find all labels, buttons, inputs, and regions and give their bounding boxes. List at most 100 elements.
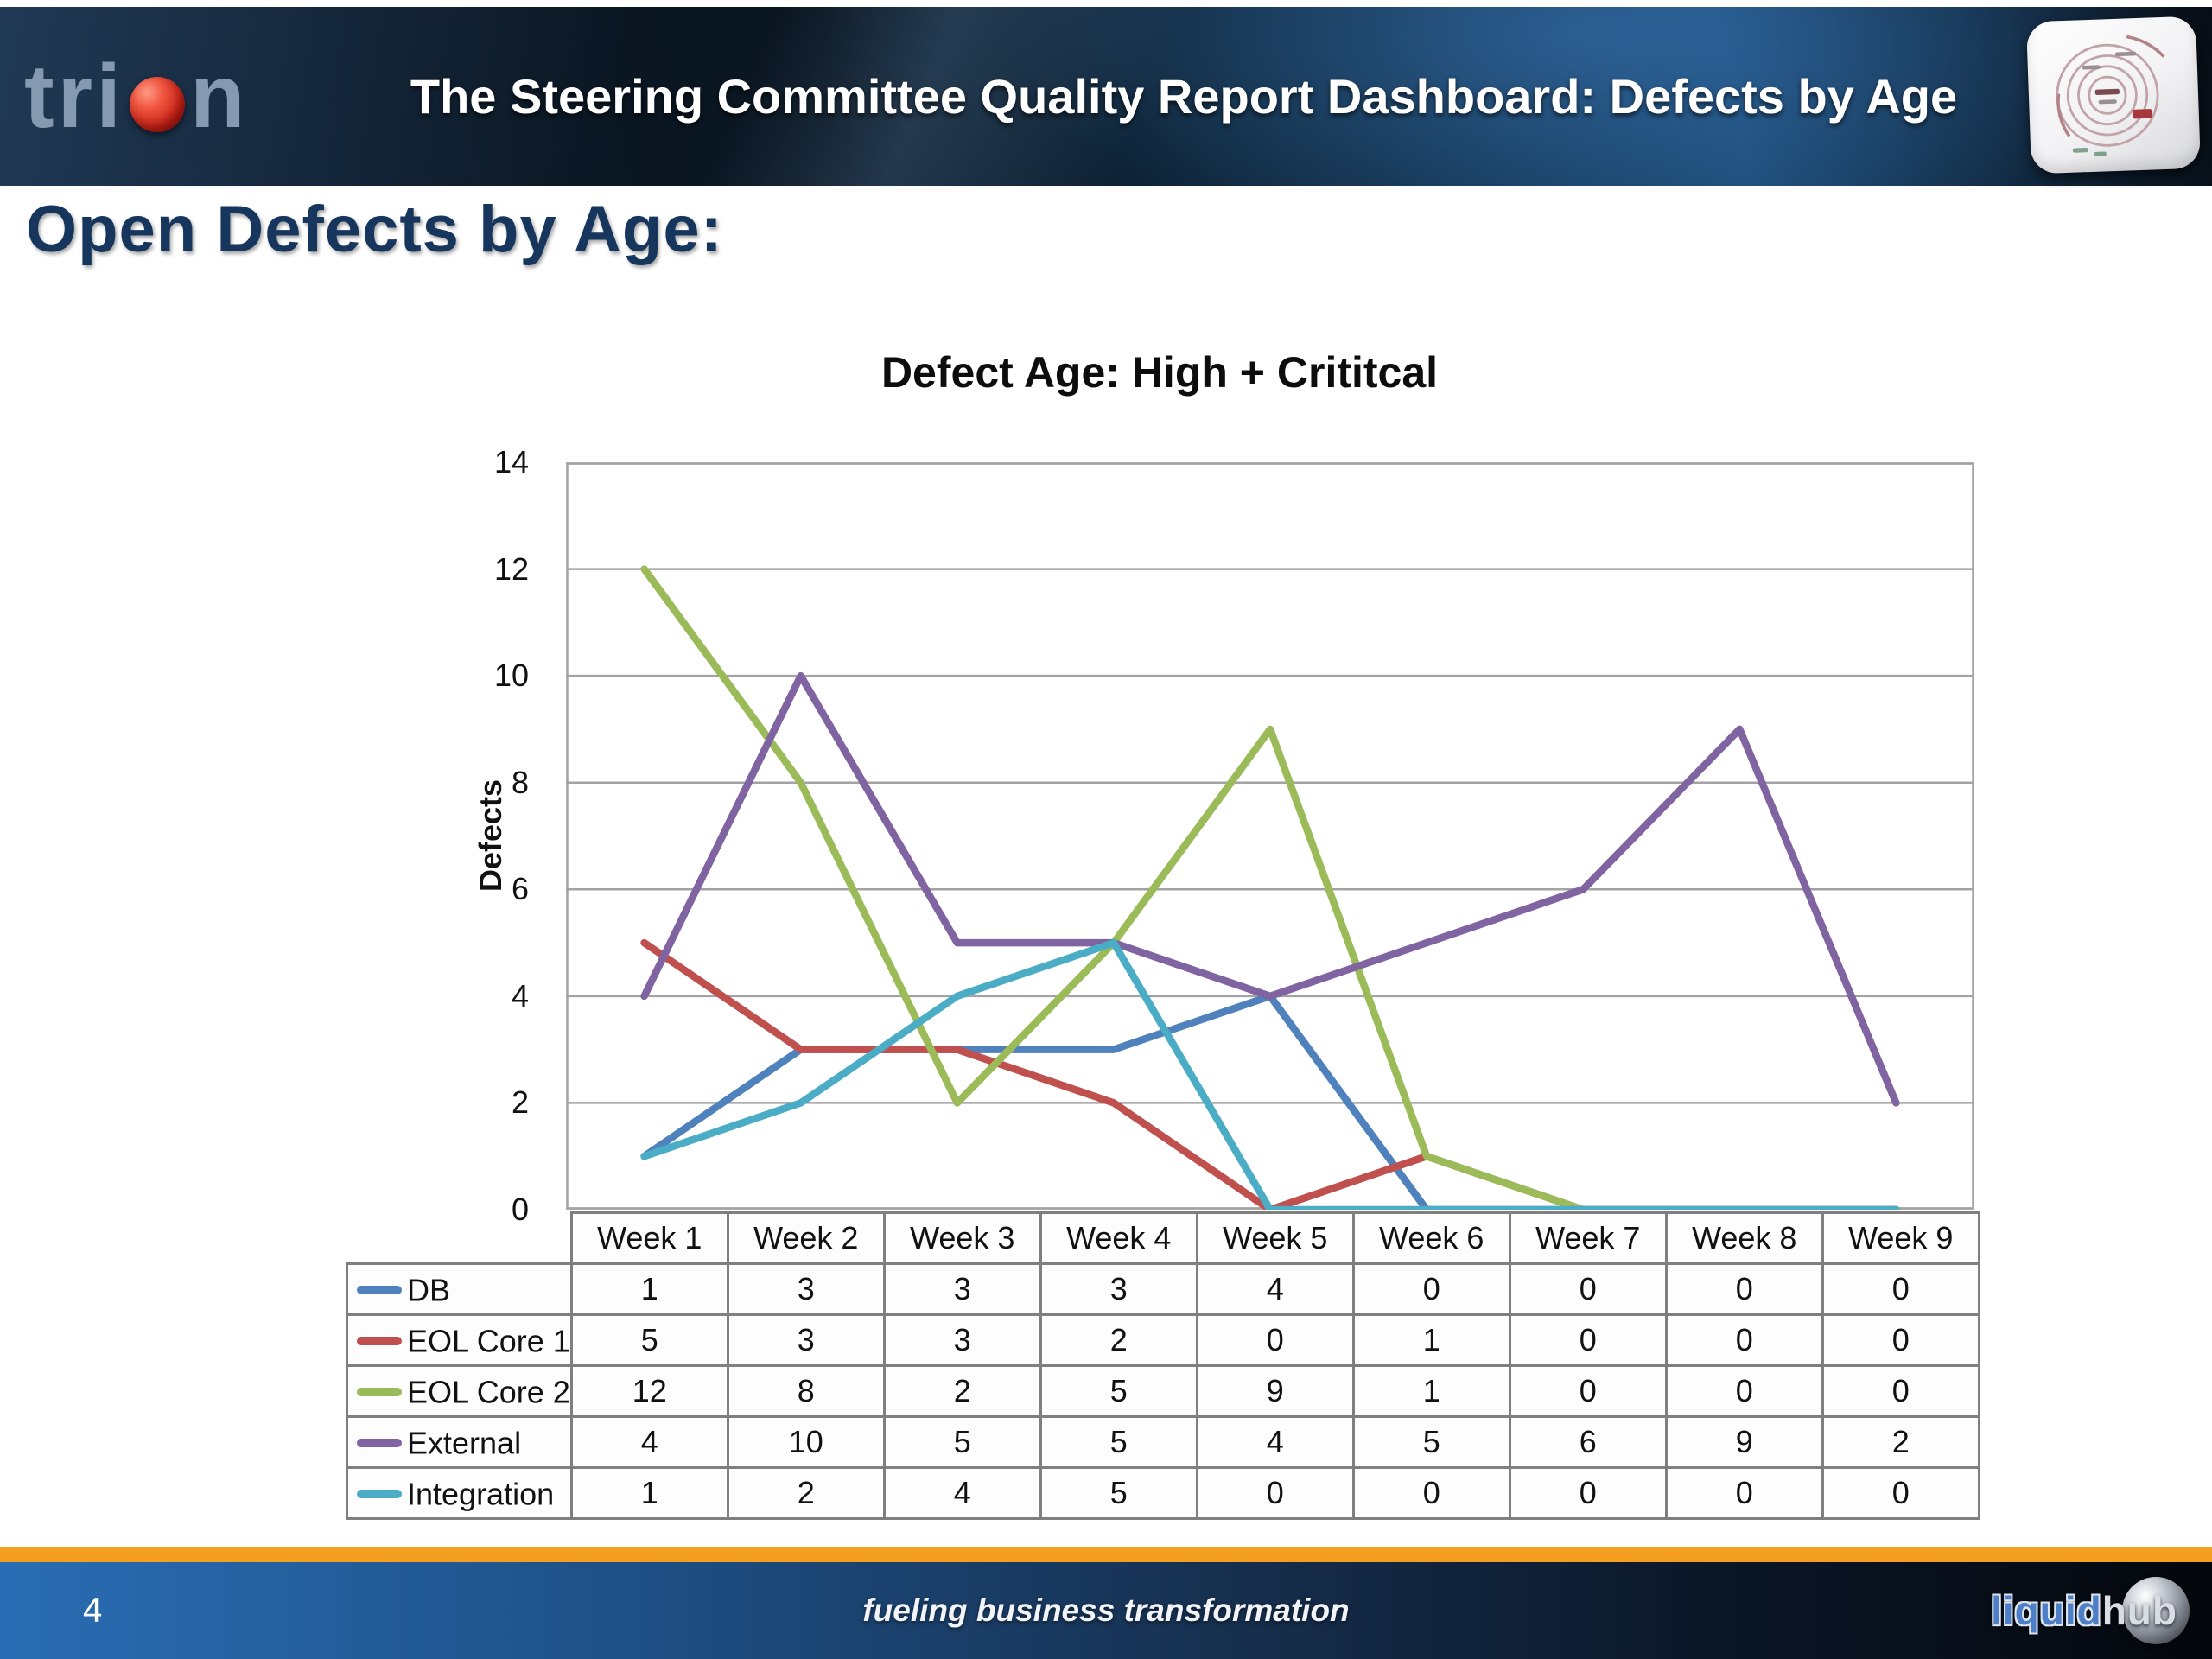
series-name: DB [407, 1272, 451, 1308]
legend-swatch-icon [357, 1490, 402, 1499]
value-cell: 3 [882, 1262, 1042, 1316]
value-cell: 9 [1195, 1364, 1355, 1418]
trion-logo-text-suffix: n [190, 46, 249, 147]
series-line-integration [640, 938, 1900, 1210]
value-cell: 5 [1039, 1466, 1198, 1520]
chart-title: Defect Age: High + Crititcal [880, 348, 1439, 397]
legend-cell: DB [346, 1262, 573, 1316]
value-cell: 0 [1508, 1466, 1668, 1520]
value-cell: 3 [726, 1262, 886, 1316]
week-header: Week 4 [1039, 1211, 1198, 1265]
trion-logo-text-prefix: tri [24, 46, 124, 147]
y-tick-label: 0 [511, 1192, 529, 1227]
week-header: Week 5 [1195, 1211, 1355, 1265]
value-cell: 0 [1508, 1262, 1668, 1316]
value-cell: 0 [1821, 1262, 1980, 1316]
y-tick-label: 8 [511, 765, 529, 800]
legend-swatch-icon [357, 1439, 402, 1448]
value-cell: 8 [726, 1364, 886, 1418]
liquidhub-logo-hub: hub [2101, 1588, 2177, 1633]
table-row: Integration 1 2 4 5 0 0 0 0 0 [346, 1466, 1980, 1520]
y-tick-label: 10 [493, 658, 529, 693]
value-cell: 0 [1664, 1262, 1824, 1316]
y-tick-label: 12 [493, 551, 529, 587]
value-cell: 3 [882, 1313, 1042, 1367]
value-cell: 10 [726, 1415, 886, 1469]
line-chart-plot-area [566, 462, 1974, 1210]
y-tick-label: 2 [511, 1084, 529, 1120]
trion-sphere-icon [130, 76, 185, 132]
value-cell: 0 [1821, 1364, 1980, 1418]
series-line-eol-core-2 [640, 565, 1900, 1210]
value-cell: 0 [1195, 1313, 1355, 1367]
liquidhub-logo-liquid: liquid [1991, 1588, 2102, 1633]
value-cell: 0 [1664, 1313, 1824, 1367]
footer-tagline: fueling business transformation [862, 1592, 1350, 1628]
value-cell: 2 [1821, 1415, 1980, 1469]
series-name: External [407, 1425, 522, 1461]
y-tick-label: 4 [511, 978, 529, 1014]
value-cell: 2 [726, 1466, 886, 1520]
week-header: Week 6 [1351, 1211, 1511, 1265]
value-cell: 0 [1351, 1262, 1511, 1316]
concentric-diagram-icon [2056, 35, 2165, 157]
value-cell: 0 [1508, 1313, 1668, 1367]
liquidhub-logo: liquidhub [1991, 1577, 2190, 1644]
value-cell: 3 [1039, 1262, 1198, 1316]
week-header: Week 7 [1508, 1211, 1668, 1265]
value-cell: 5 [1351, 1415, 1511, 1469]
value-cell: 1 [569, 1262, 729, 1316]
chart-data-table: Week 1 Week 2 Week 3 Week 4 Week 5 Week 6 Week… [346, 1211, 1980, 1520]
banner-title: The Steering Committee Quality Report Da… [410, 69, 1958, 124]
value-cell: 2 [882, 1364, 1042, 1418]
liquidhub-sphere-icon [2122, 1577, 2190, 1644]
value-cell: 0 [1351, 1466, 1511, 1520]
week-header: Week 8 [1664, 1211, 1824, 1265]
table-row: DB 1 3 3 3 4 0 0 0 0 [346, 1262, 1980, 1316]
legend-swatch-icon [357, 1337, 402, 1346]
value-cell: 0 [1508, 1364, 1668, 1418]
table-corner-cell [347, 1213, 572, 1264]
value-cell: 3 [726, 1313, 886, 1367]
week-header: Week 1 [569, 1211, 729, 1265]
quality-model-icon [2025, 16, 2202, 175]
value-cell: 1 [569, 1466, 729, 1520]
value-cell: 0 [1821, 1466, 1980, 1520]
trion-logo: tri n [24, 52, 249, 142]
value-cell: 12 [569, 1364, 729, 1418]
y-tick-label: 14 [493, 444, 529, 480]
page-title: Open Defects by Age: [26, 193, 723, 266]
legend-cell: EOL Core 2 [346, 1364, 573, 1418]
value-cell: 4 [882, 1466, 1042, 1520]
value-cell: 0 [1664, 1364, 1824, 1418]
week-header: Week 3 [882, 1211, 1042, 1265]
title-banner: tri n The Steering Committee Quality Repo… [0, 7, 2212, 186]
value-cell: 4 [1195, 1262, 1355, 1316]
value-cell: 9 [1664, 1415, 1824, 1469]
table-row: EOL Core 2 12 8 2 5 9 1 0 0 0 [346, 1364, 1980, 1418]
series-line-eol-core-1 [640, 938, 1900, 1210]
value-cell: 5 [569, 1313, 729, 1367]
legend-cell: Integration [346, 1466, 573, 1520]
legend-cell: EOL Core 1 [346, 1313, 573, 1367]
value-cell: 0 [1195, 1466, 1355, 1520]
y-axis-ticks: 0 2 4 6 8 10 12 14 [441, 447, 544, 1225]
y-tick-label: 6 [511, 871, 529, 906]
value-cell: 4 [1195, 1415, 1355, 1469]
page-number: 4 [83, 1591, 103, 1630]
value-cell: 5 [882, 1415, 1042, 1469]
line-chart-svg [566, 462, 1974, 1210]
value-cell: 0 [1821, 1313, 1980, 1367]
value-cell: 1 [1351, 1313, 1511, 1367]
legend-cell: External [346, 1415, 573, 1469]
table-row: External 4 10 5 5 4 5 6 9 2 [346, 1415, 1980, 1469]
series-name: EOL Core 2 [407, 1374, 570, 1410]
accent-divider-bar [0, 1547, 2212, 1562]
week-header: Week 2 [726, 1211, 886, 1265]
week-header: Week 9 [1821, 1211, 1980, 1265]
legend-swatch-icon [357, 1286, 402, 1295]
series-name: Integration [407, 1476, 555, 1512]
value-cell: 2 [1039, 1313, 1198, 1367]
series-name: EOL Core 1 [407, 1323, 570, 1359]
